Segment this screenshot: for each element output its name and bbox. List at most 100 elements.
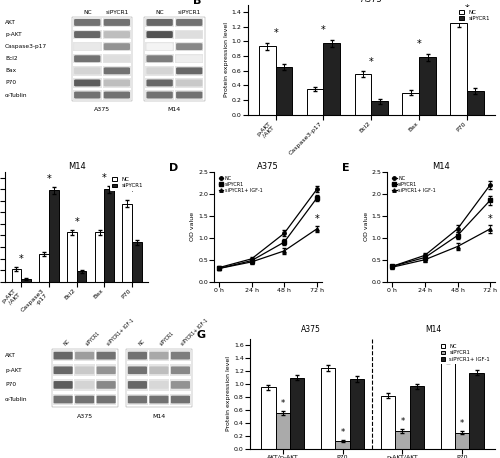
FancyBboxPatch shape <box>104 43 130 50</box>
Bar <box>102 78 131 87</box>
Text: D: D <box>169 163 178 173</box>
Bar <box>102 30 131 39</box>
Line: siPYCR1+ IGF-1: siPYCR1+ IGF-1 <box>218 227 318 270</box>
Text: *: * <box>464 4 469 14</box>
Bar <box>450 23 467 115</box>
NC <box>454 226 460 232</box>
Bar <box>74 394 95 405</box>
Bar <box>175 30 204 39</box>
Bar <box>144 17 204 101</box>
FancyBboxPatch shape <box>75 352 94 360</box>
FancyBboxPatch shape <box>74 67 101 74</box>
Bar <box>276 413 290 449</box>
siPYCR1+ IGF-1 <box>281 248 287 254</box>
FancyBboxPatch shape <box>150 381 169 389</box>
Bar <box>148 379 170 391</box>
siPYCR1 <box>248 258 254 263</box>
Text: siPYCR1+ IGF-1: siPYCR1+ IGF-1 <box>180 318 210 347</box>
Text: Bcl2: Bcl2 <box>5 56 18 61</box>
FancyBboxPatch shape <box>104 80 130 87</box>
Text: A375: A375 <box>77 414 93 419</box>
Text: *: * <box>321 25 326 35</box>
Text: G: G <box>196 330 205 340</box>
Legend: NC, siPYCR1: NC, siPYCR1 <box>110 174 146 191</box>
Bar <box>49 190 58 282</box>
Bar <box>12 269 21 282</box>
FancyBboxPatch shape <box>176 31 203 38</box>
FancyBboxPatch shape <box>74 80 101 87</box>
Bar <box>40 254 49 282</box>
Bar <box>175 18 204 27</box>
FancyBboxPatch shape <box>104 55 130 62</box>
FancyBboxPatch shape <box>176 55 203 62</box>
Line: NC: NC <box>390 183 492 268</box>
FancyBboxPatch shape <box>74 43 101 50</box>
Bar <box>96 379 116 391</box>
Bar <box>146 78 174 87</box>
Bar <box>470 372 484 449</box>
FancyBboxPatch shape <box>128 366 147 374</box>
FancyBboxPatch shape <box>150 396 169 403</box>
Bar <box>73 78 102 87</box>
Legend: NC, siPYCR1: NC, siPYCR1 <box>457 7 492 23</box>
FancyBboxPatch shape <box>146 55 173 62</box>
Text: α-Tublin: α-Tublin <box>5 397 28 402</box>
NC <box>314 186 320 192</box>
FancyBboxPatch shape <box>171 381 190 389</box>
FancyBboxPatch shape <box>75 381 94 389</box>
FancyBboxPatch shape <box>75 396 94 403</box>
Line: siPYCR1: siPYCR1 <box>218 196 318 270</box>
Bar <box>126 349 192 407</box>
Bar <box>381 396 396 449</box>
Bar <box>146 30 174 39</box>
siPYCR1 <box>281 240 287 245</box>
siPYCR1+ IGF-1 <box>422 257 428 262</box>
Bar <box>441 360 455 449</box>
Bar <box>148 394 170 405</box>
siPYCR1 <box>216 266 222 271</box>
Text: *: * <box>340 428 344 436</box>
Bar <box>127 394 148 405</box>
FancyBboxPatch shape <box>104 31 130 38</box>
Line: siPYCR1: siPYCR1 <box>390 199 492 268</box>
FancyBboxPatch shape <box>54 352 72 360</box>
Bar <box>72 17 132 101</box>
Bar <box>52 349 118 407</box>
Text: p-AKT: p-AKT <box>5 368 21 373</box>
Bar <box>170 350 191 361</box>
Text: *: * <box>102 173 107 183</box>
Bar <box>73 42 102 51</box>
Bar <box>74 350 95 361</box>
Bar <box>290 378 304 449</box>
Bar <box>122 203 132 282</box>
FancyBboxPatch shape <box>74 92 101 98</box>
Bar <box>259 46 276 114</box>
Bar <box>455 433 469 449</box>
Text: *: * <box>74 217 79 227</box>
Text: *: * <box>280 399 285 408</box>
Bar <box>175 66 204 76</box>
Line: siPYCR1+ IGF-1: siPYCR1+ IGF-1 <box>390 227 492 269</box>
FancyBboxPatch shape <box>146 67 173 74</box>
FancyBboxPatch shape <box>171 352 190 360</box>
Bar <box>146 42 174 51</box>
Text: siPYCR1: siPYCR1 <box>105 10 128 15</box>
Text: p-AKT: p-AKT <box>5 32 21 37</box>
Y-axis label: Protein expression level: Protein expression level <box>226 356 231 431</box>
Text: siPYCR1+ IGF-1: siPYCR1+ IGF-1 <box>106 318 135 347</box>
Bar <box>336 441 349 449</box>
Title: M14: M14 <box>432 162 450 171</box>
FancyBboxPatch shape <box>74 31 101 38</box>
Text: *: * <box>417 39 422 49</box>
NC <box>422 252 428 258</box>
Bar <box>354 74 372 114</box>
Line: NC: NC <box>218 188 318 269</box>
Text: siPYCR1: siPYCR1 <box>178 10 201 15</box>
Bar <box>73 66 102 76</box>
Bar <box>132 242 142 282</box>
Bar <box>73 18 102 27</box>
Text: NC: NC <box>138 338 145 347</box>
Text: AKT: AKT <box>5 353 16 358</box>
Text: *: * <box>369 57 374 67</box>
FancyBboxPatch shape <box>96 381 116 389</box>
